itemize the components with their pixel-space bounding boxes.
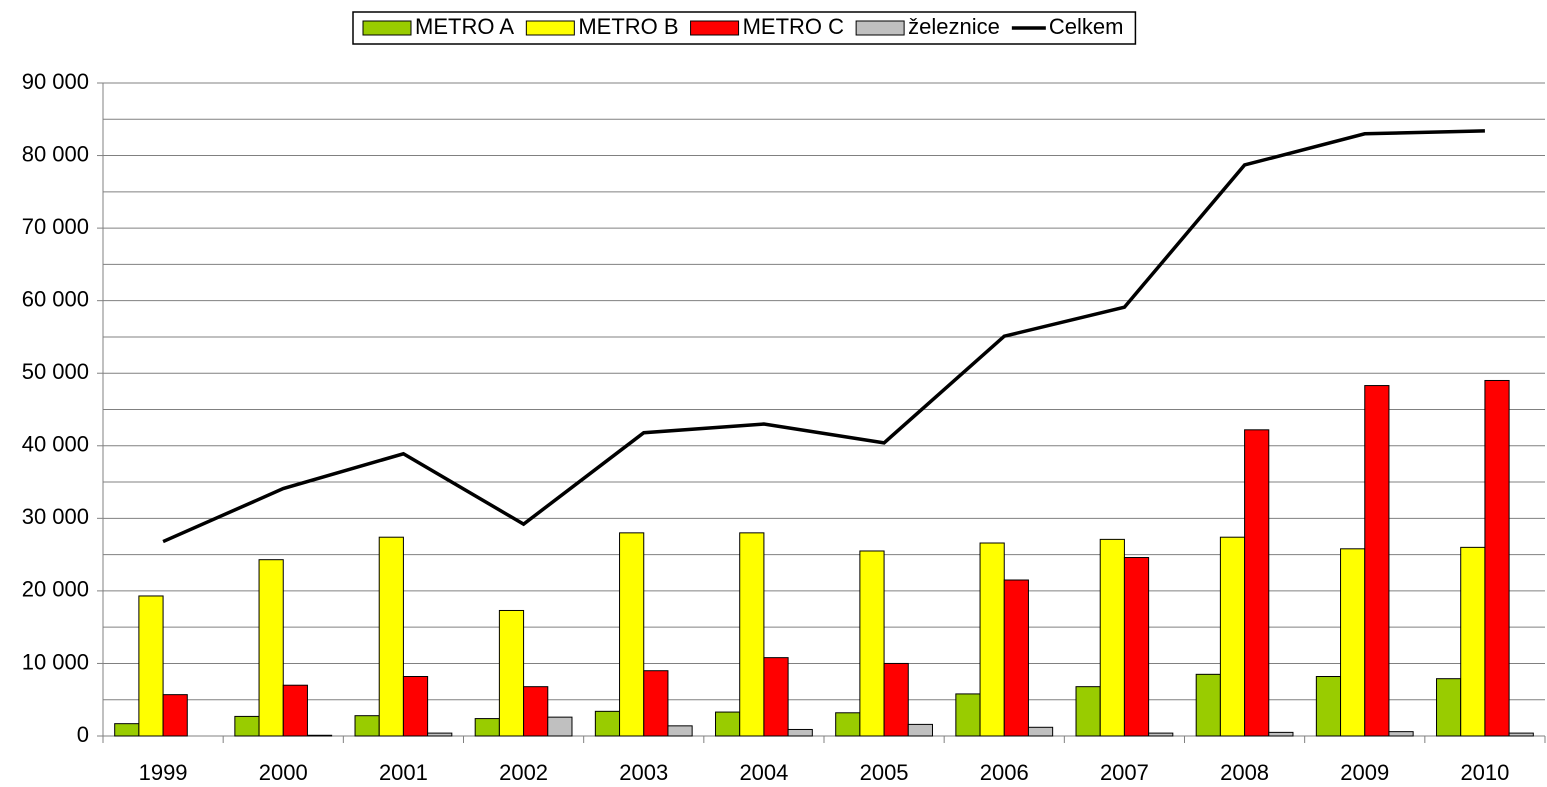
bar [1027, 726, 1054, 737]
bar [1244, 429, 1270, 737]
bar [162, 694, 188, 737]
bar [474, 718, 500, 737]
y-tick-label: 90 000 [22, 69, 89, 94]
x-tick-label: 2005 [860, 760, 909, 785]
legend [352, 11, 1137, 45]
bar [1148, 732, 1174, 737]
bar [138, 595, 164, 737]
bar [427, 732, 453, 737]
line [162, 129, 1485, 544]
bar [378, 536, 404, 737]
bar [1003, 579, 1029, 737]
bar [907, 723, 933, 737]
bar [1219, 536, 1246, 737]
bar [114, 723, 140, 737]
legend-label: železnice [908, 14, 1000, 39]
legend-label: Celkem [1049, 14, 1124, 39]
bar [859, 550, 885, 737]
bar [594, 710, 621, 737]
bar [1484, 379, 1510, 737]
legend-swatch [690, 20, 740, 36]
legend-swatch [525, 20, 575, 36]
bar [1364, 385, 1390, 737]
bar [1315, 676, 1342, 737]
bar [619, 532, 645, 737]
bar [1123, 557, 1150, 737]
bar [498, 609, 525, 737]
x-tick-label: 2010 [1460, 760, 1509, 785]
bar [306, 734, 333, 737]
y-tick-label: 40 000 [22, 432, 89, 457]
bar [1388, 731, 1414, 737]
x-tick-label: 2001 [379, 760, 428, 785]
bar [643, 670, 669, 737]
y-tick-label: 20 000 [22, 577, 89, 602]
bar [1195, 673, 1221, 737]
bar [234, 715, 260, 737]
bar [1436, 678, 1462, 737]
bar [715, 711, 741, 737]
x-tick-label: 2006 [980, 760, 1029, 785]
bar [835, 712, 861, 737]
bar [763, 657, 789, 737]
x-tick-label: 2007 [1100, 760, 1149, 785]
y-tick-label: 60 000 [22, 286, 89, 311]
x-tick-label: 2002 [499, 760, 548, 785]
y-tick-label: 70 000 [22, 214, 89, 239]
y-tick-label: 10 000 [22, 649, 89, 674]
bar [667, 725, 693, 737]
bar [282, 684, 308, 737]
legend-swatch [855, 20, 905, 36]
bar [979, 542, 1005, 737]
x-tick-label: 1999 [139, 760, 188, 785]
bar [1508, 732, 1534, 737]
bar [739, 532, 765, 737]
bar [1075, 686, 1101, 737]
y-tick-label: 80 000 [22, 141, 89, 166]
x-tick-label: 2000 [259, 760, 308, 785]
x-tick-label: 2004 [739, 760, 788, 785]
x-tick-label: 2009 [1340, 760, 1389, 785]
y-tick-label: 50 000 [22, 359, 89, 384]
bar [354, 715, 380, 737]
legend-swatch [362, 20, 412, 36]
legend-label: METRO B [578, 14, 678, 39]
bar [523, 686, 549, 737]
bar [955, 693, 981, 737]
bar [258, 559, 284, 737]
x-tick-label: 2003 [619, 760, 668, 785]
y-tick-label: 0 [77, 722, 89, 747]
bar [1268, 731, 1294, 737]
bar [1460, 546, 1486, 737]
legend-label: METRO C [743, 14, 845, 39]
bar [1099, 538, 1125, 737]
bar [1340, 548, 1366, 737]
bar [883, 662, 909, 737]
bar [787, 728, 813, 737]
bar [547, 716, 573, 737]
bar [402, 676, 429, 737]
y-tick-label: 30 000 [22, 504, 89, 529]
legend-label: METRO A [415, 14, 514, 39]
x-tick-label: 2008 [1220, 760, 1269, 785]
